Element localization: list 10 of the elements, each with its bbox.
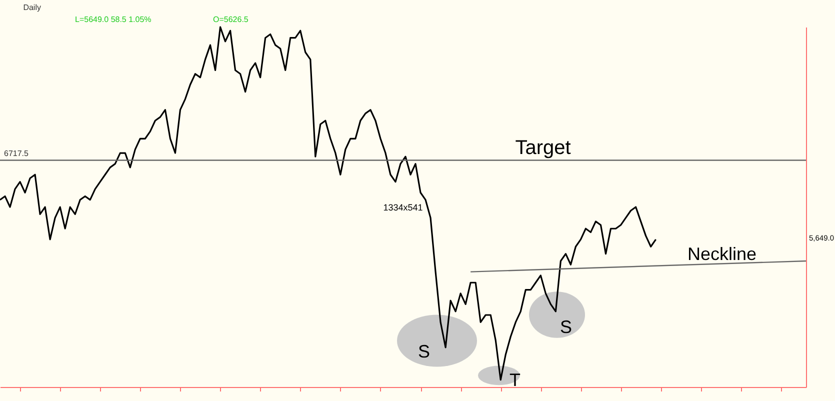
annotation: 1334x541	[383, 202, 423, 213]
annotation: Target	[515, 137, 572, 160]
annotation: T	[510, 370, 520, 390]
annotation: S	[418, 341, 430, 362]
annotation: S	[560, 317, 572, 338]
text: L=5649.0 58.5 1.05%	[75, 14, 152, 24]
chart-title: Daily	[23, 3, 41, 12]
text: O=5626.5	[213, 14, 249, 24]
annotation: Neckline	[687, 244, 757, 264]
annotation: 6717.5	[4, 149, 30, 158]
